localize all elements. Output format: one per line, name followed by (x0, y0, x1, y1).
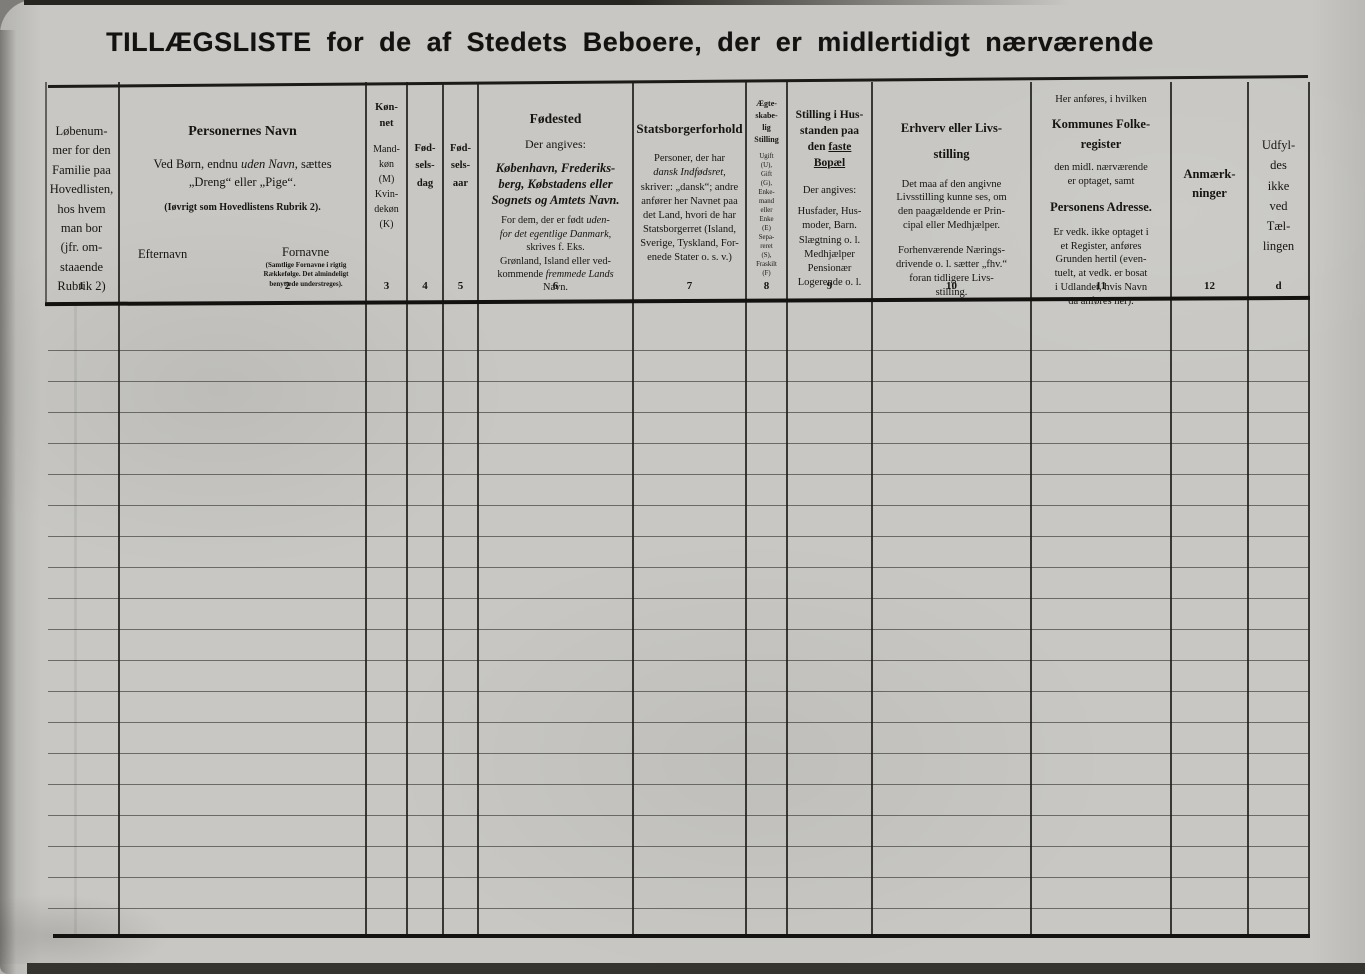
col2-instr-post: , sættes (294, 157, 332, 172)
col10-paragraph-1: Det maa af den angivne Livsstilling kunn… (896, 178, 1007, 232)
col-header-statsborgerforhold: Statsborgerforhold Personer, der har dan… (634, 80, 745, 299)
column-number: 6 (552, 280, 559, 293)
form-title: TILLÆGSLISTE for de af Stedets Beboere, … (106, 27, 1154, 57)
col9-sub: Der angives: (802, 185, 857, 197)
fornavne-note: (Samtlige Fornavne i rigtig Rækkefølge. … (263, 261, 349, 288)
column-divider (1030, 82, 1032, 936)
col9-heading: Stilling i Hus- standen paa den faste Bop… (788, 80, 871, 171)
col12-heading: Anmærk- ninger (1183, 167, 1236, 200)
col-header-foedested: Fødested Der angives: København, Frederi… (479, 80, 632, 299)
col6-paragraph: For dem, der er født uden- for det egent… (479, 214, 632, 294)
col11-mid: den midl. nærværende er optaget, samt (1054, 161, 1148, 188)
col13-text: Udfyl- des ikke ved Tæl- lingen (1261, 138, 1296, 254)
col7-body-post: skriver: „dansk“; andre anfører her Navn… (640, 181, 739, 264)
col-header-stilling-i-husstanden: Stilling i Hus- standen paa den faste Bop… (788, 80, 871, 299)
col9-body: Husfader, Hus- moder, Barn. Slægtning o.… (797, 206, 862, 289)
col11-body: Er vedk. ikke optaget i et Register, anf… (1053, 226, 1149, 307)
col3-heading: Køn- net (375, 102, 398, 129)
col11-intro: Her anføres, i hvilken (1055, 94, 1147, 105)
col6-p2-pre: For dem, der er født (501, 215, 587, 227)
col7-body: Personer, der har dansk Indfødsret, skri… (634, 152, 745, 265)
col-header-loebenummer: Løbenum- mer for den Familie paa Hovedli… (45, 80, 118, 299)
col2-instr-italic: uden Navn (240, 157, 295, 172)
col6-sub: Der angives: (525, 136, 586, 151)
col-header-udfyldes-ikke: Udfyl- des ikke ved Tæl- lingen d (1249, 80, 1308, 299)
column-divider (871, 82, 873, 936)
column-number: 4 (422, 280, 428, 293)
col10-paragraph-2: Forhenværende Nærings- drivende o. l. sæ… (896, 244, 1007, 298)
col8-heading: Ægte- skabe- lig Stilling (754, 99, 779, 144)
col6-p2-post: Navn. (543, 282, 568, 294)
column-divider (786, 82, 788, 936)
col-header-personernes-navn: Personernes Navn Ved Børn, endnu uden Na… (120, 80, 365, 299)
table-left-border (45, 82, 47, 302)
column-divider (745, 82, 747, 936)
col2-heading: Personernes Navn (188, 124, 297, 139)
col11-register-heading: Kommunes Folke- register (1051, 116, 1151, 151)
column-number: d (1275, 280, 1282, 293)
scan-edge-left (0, 30, 16, 974)
col3-body: Mand- køn (M) Kvin- dekøn (K) (373, 143, 400, 230)
col-header-foedselsdag: Fød- sels- dag 4 (408, 80, 442, 299)
col-header-anmaerkninger: Anmærk- ninger 12 (1172, 80, 1247, 299)
column-number: 11 (1095, 280, 1107, 293)
column-number: 1 (78, 280, 85, 293)
table-right-border (1308, 82, 1310, 936)
column-divider (442, 82, 444, 936)
col6-p2-mid: skrives f. Eks. Grønland, Island eller v… (497, 242, 611, 280)
col2-instruction-2: „Dreng“ eller „Pige“. (188, 174, 297, 189)
col9-head-underline2: Bopæl (813, 157, 846, 170)
column-number: 3 (383, 280, 390, 293)
col7-body-italic: dansk Indfødsret, (653, 167, 726, 179)
column-number: 9 (826, 280, 833, 293)
column-divider (118, 82, 120, 936)
col11-address-heading: Personens Adresse. (1050, 200, 1152, 215)
column-number: 5 (457, 280, 464, 293)
column-divider (477, 82, 479, 936)
col2-instr-pre: Ved Børn, endnu (153, 157, 241, 172)
column-number: 2 (284, 280, 291, 293)
col6-heading: Fødested (529, 111, 582, 126)
col9-head-underline1: faste (828, 141, 852, 154)
col7-heading: Statsborgerforhold (636, 121, 743, 136)
col5-heading: Fød- sels- aar (450, 143, 471, 189)
scan-fold-line (74, 303, 77, 934)
col7-body-pre: Personer, der har (653, 153, 725, 165)
column-divider (1247, 82, 1249, 936)
col2-note: (Iøvrigt som Hovedlistens Rubrik 2). (164, 202, 321, 214)
census-table: Løbenum- mer for den Familie paa Hovedli… (44, 75, 1311, 938)
col-header-folkeregister: Her anføres, i hvilken Kommunes Folke- r… (1032, 80, 1170, 307)
column-number: 8 (763, 280, 770, 293)
col10-heading: Erhverv eller Livs- stilling (900, 121, 1003, 162)
scan-edge-bottom (27, 963, 1365, 974)
col8-body: Ugift (U), Gift (G), Enke- mand eller En… (756, 153, 777, 277)
column-number: 12 (1204, 280, 1215, 293)
col9-head-pre: Stilling i Hus- standen paa den (795, 109, 864, 154)
col6-p2-italic2: fremmede Lands (545, 268, 614, 280)
col-header-koennet: Køn- net Mand- køn (M) Kvin- dekøn (K) 3 (367, 80, 406, 299)
table-body-rules (48, 350, 1309, 911)
column-number: 10 (946, 280, 957, 293)
col6-places: København, Frederiks- berg, Købstadens e… (491, 160, 620, 208)
col-header-aegteskabelig-stilling: Ægte- skabe- lig Stilling Ugift (U), Gif… (747, 80, 786, 299)
column-divider (1170, 82, 1172, 936)
col2-instruction: Ved Børn, endnu uden Navn, sættes (120, 156, 365, 173)
table-bottom-border (53, 934, 1310, 938)
col1-text: Løbenum- mer for den Familie paa Hovedli… (49, 124, 114, 293)
col-header-erhverv: Erhverv eller Livs- stilling Det maa af … (873, 80, 1030, 299)
col6-p2-italic1: uden- for det egentlige Danmark, (499, 215, 612, 240)
column-divider (632, 82, 634, 936)
column-divider (406, 82, 408, 936)
column-number: 7 (686, 280, 693, 293)
col4-heading: Fød- sels- dag (414, 143, 436, 189)
col-header-foedselsaar: Fød- sels- aar 5 (444, 80, 477, 299)
efternavn-label: Efternavn (138, 247, 188, 261)
scan-edge-top (24, 0, 1365, 5)
fornavne-label: Fornavne (282, 245, 330, 259)
column-divider (365, 82, 367, 936)
